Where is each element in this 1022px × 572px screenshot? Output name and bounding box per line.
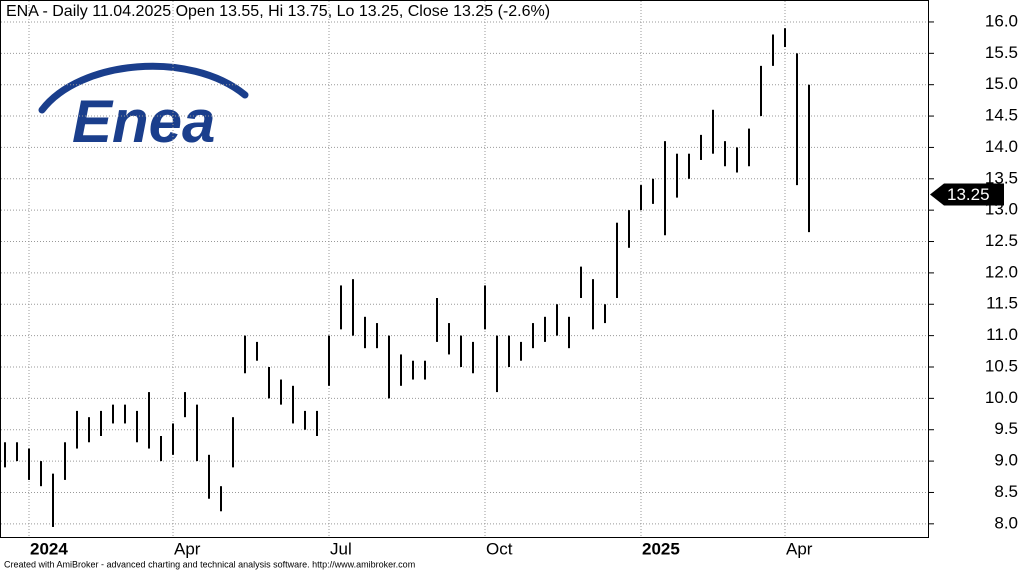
x-tick-label: Jul <box>330 539 352 558</box>
y-tick-label: 11.5 <box>986 294 1018 313</box>
y-tick-label: 13.5 <box>985 168 1018 187</box>
y-tick-label: 12.0 <box>985 262 1018 281</box>
y-tick-label: 10.0 <box>985 388 1018 407</box>
y-tick-label: 10.5 <box>985 356 1018 375</box>
y-tick-label: 14.0 <box>985 137 1018 156</box>
y-tick-label: 14.5 <box>985 106 1018 125</box>
footer: Created with AmiBroker - advanced charti… <box>4 559 415 569</box>
y-tick-label: 15.5 <box>985 43 1018 62</box>
chart-title: ENA - Daily 11.04.2025 Open 13.55, Hi 13… <box>6 3 550 20</box>
x-tick-label: Oct <box>486 539 513 558</box>
y-tick-label: 8.5 <box>994 482 1018 501</box>
price-tag <box>930 183 1004 206</box>
x-tick-label: Apr <box>174 539 201 558</box>
x-tick-label: 2024 <box>30 539 68 558</box>
y-tick-label: 8.0 <box>994 513 1018 532</box>
y-tick-label: 16.0 <box>985 11 1018 30</box>
logo: Enea <box>72 88 215 155</box>
x-tick-label: Apr <box>786 539 813 558</box>
y-tick-label: 12.5 <box>985 231 1018 250</box>
y-tick-label: 11.0 <box>986 325 1018 344</box>
x-tick-label: 2025 <box>642 539 680 558</box>
plot-frame <box>0 0 929 538</box>
y-tick-label: 15.0 <box>985 74 1018 93</box>
y-tick-label: 9.0 <box>994 451 1018 470</box>
logo-swoosh <box>38 62 249 114</box>
price-tag-label: 13.25 <box>947 185 990 204</box>
y-tick-label: 9.5 <box>994 419 1018 438</box>
